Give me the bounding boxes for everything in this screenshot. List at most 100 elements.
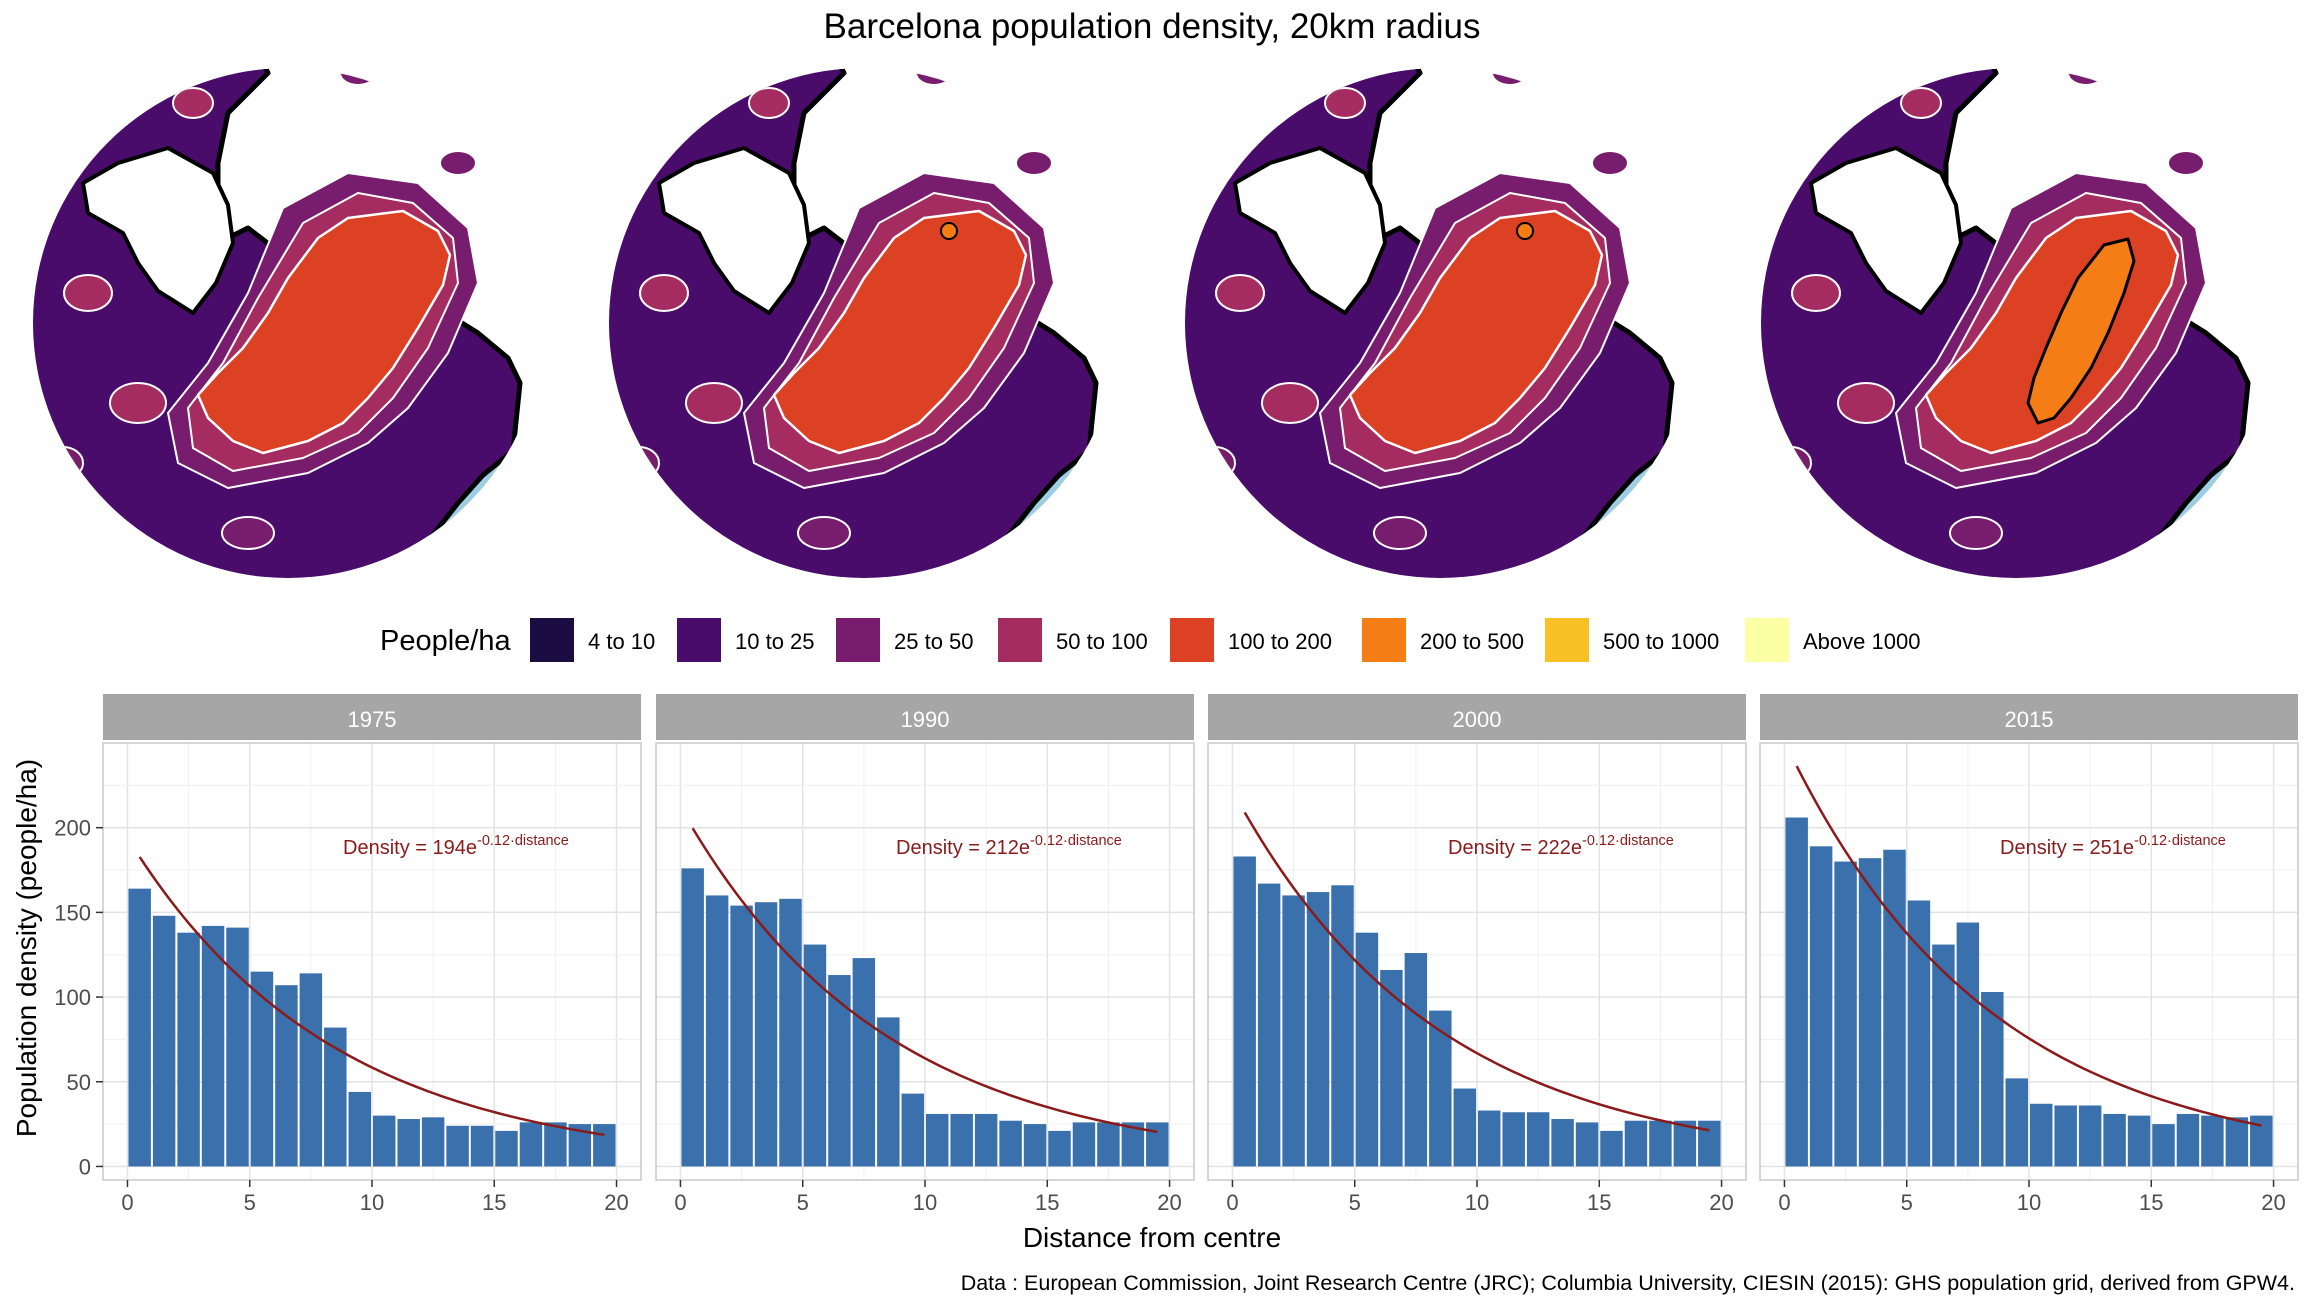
density-patch <box>1194 446 1236 480</box>
facet-strip <box>103 694 641 740</box>
page-title: Barcelona population density, 20km radiu… <box>824 7 1481 46</box>
legend-key <box>1745 618 1789 662</box>
histogram-bar <box>1233 856 1256 1167</box>
legend-item: 4 to 10 <box>530 618 655 662</box>
histogram-bar <box>681 868 704 1167</box>
histogram-bar <box>1526 1112 1550 1167</box>
histogram-bar <box>2127 1115 2151 1167</box>
x-tick-label: 0 <box>121 1190 133 1215</box>
facet-label: 2015 <box>2005 707 2054 732</box>
histogram-bar <box>705 895 729 1167</box>
histogram-bar <box>999 1120 1022 1167</box>
legend-key <box>998 618 1042 662</box>
density-patch <box>2167 150 2205 176</box>
histogram-bar <box>2030 1103 2053 1167</box>
density-patch <box>1591 150 1629 176</box>
x-tick-label: 10 <box>2017 1190 2041 1215</box>
density-patch <box>63 274 113 312</box>
density-patch <box>39 118 77 148</box>
fit-curve <box>1243 811 1710 1132</box>
facet-label: 1975 <box>348 707 397 732</box>
histogram-bar <box>1121 1122 1145 1167</box>
x-tick-label: 5 <box>244 1190 256 1215</box>
legend-label: 200 to 500 <box>1420 629 1524 654</box>
histogram-bar <box>1956 922 1980 1167</box>
histogram-bar <box>446 1125 469 1167</box>
histogram-bar <box>1575 1122 1599 1167</box>
histogram-bar <box>2225 1117 2249 1167</box>
histogram-bar <box>519 1122 543 1167</box>
histogram-bar <box>2078 1105 2102 1167</box>
x-tick-label: 15 <box>1035 1190 1059 1215</box>
density-patch <box>339 68 377 86</box>
density-patch <box>915 68 953 86</box>
fit-curve <box>1795 765 2262 1127</box>
histogram-bar <box>2152 1124 2175 1167</box>
histogram-bar <box>1072 1122 1096 1167</box>
histogram-bar <box>2250 1115 2273 1167</box>
x-tick-label: 10 <box>360 1190 384 1215</box>
histogram-bar <box>1257 883 1281 1167</box>
y-tick-label: 100 <box>54 985 91 1010</box>
histogram-bar <box>1048 1130 1071 1167</box>
legend-label: 100 to 200 <box>1228 629 1332 654</box>
density-patch <box>1491 68 1529 86</box>
histogram-bar <box>421 1117 445 1167</box>
histogram-bar <box>1932 944 1955 1167</box>
histogram-bar <box>1858 858 1882 1167</box>
legend-item: Above 1000 <box>1745 618 1920 662</box>
histogram-bar <box>1380 969 1403 1167</box>
histogram-bar <box>779 898 802 1167</box>
density-patch <box>685 382 743 424</box>
histogram-bar <box>1785 817 1808 1167</box>
histogram-bar <box>177 932 200 1167</box>
histogram-bar <box>828 975 851 1167</box>
legend-item: 25 to 50 <box>836 618 974 662</box>
histogram-bar <box>1146 1122 1169 1167</box>
legend-label: Above 1000 <box>1803 629 1920 654</box>
histogram-bar <box>1834 861 1857 1167</box>
histogram-bar <box>299 973 323 1167</box>
legend-key <box>1170 618 1214 662</box>
histogram-bar <box>1698 1120 1721 1167</box>
histogram-bar <box>974 1113 998 1167</box>
density-patch <box>109 382 167 424</box>
density-zone-100-200 <box>772 209 1028 455</box>
y-tick-label: 150 <box>54 900 91 925</box>
density-zone-200-500 <box>2026 237 2136 425</box>
legend-label: 10 to 25 <box>735 629 815 654</box>
density-patch <box>1770 446 1812 480</box>
fit-equation: Density = 222e-0.12·distance <box>1448 833 1674 859</box>
density-patch <box>1324 87 1366 119</box>
facet-strip <box>1760 694 2298 740</box>
legend-item: 500 to 1000 <box>1545 618 1719 662</box>
legend-label: 25 to 50 <box>894 629 974 654</box>
legend-label: 4 to 10 <box>588 629 655 654</box>
density-patch <box>107 68 169 86</box>
legend-key <box>1362 618 1406 662</box>
legend-item: 200 to 500 <box>1362 618 1524 662</box>
legend-item: 50 to 100 <box>998 618 1148 662</box>
histogram-bar <box>1502 1112 1525 1167</box>
density-map <box>1185 68 1695 578</box>
histogram-bar <box>1453 1088 1476 1167</box>
histogram-bar <box>2201 1115 2224 1167</box>
histogram-bar <box>1355 932 1379 1167</box>
histogram-bar <box>1981 991 2004 1167</box>
density-map <box>1761 68 2271 578</box>
density-patch <box>1215 274 1265 312</box>
histogram-bar <box>568 1124 592 1167</box>
facet-strip <box>656 694 1194 740</box>
unpopulated-area <box>1233 146 1387 315</box>
x-tick-label: 15 <box>482 1190 506 1215</box>
histogram-bar <box>1404 953 1428 1167</box>
density-zone-100-200 <box>196 209 452 455</box>
density-patch <box>618 446 660 480</box>
density-patch <box>683 68 745 86</box>
density-patch <box>1949 516 2003 550</box>
histogram-bar <box>1429 1010 1452 1167</box>
histogram-bar <box>1282 895 1305 1167</box>
density-zone-100-200 <box>1348 209 1604 455</box>
x-tick-label: 20 <box>1709 1190 1733 1215</box>
